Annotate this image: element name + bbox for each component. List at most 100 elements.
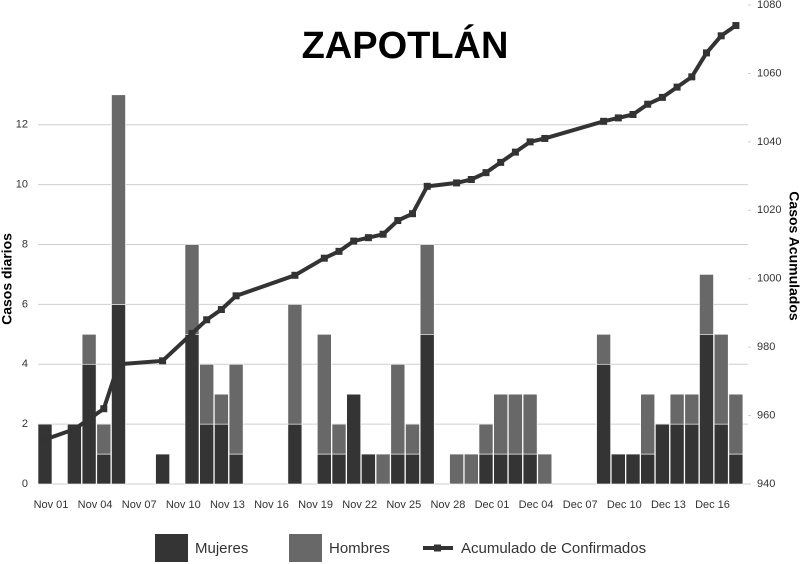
bar [493, 393, 509, 455]
legend-label: Acumulado de Confirmados [461, 540, 646, 557]
bar [669, 393, 685, 425]
line-marker [320, 254, 328, 262]
bar [155, 453, 170, 485]
bar [111, 94, 126, 305]
y-tick-label: 10 [16, 179, 28, 191]
y-tick-label: 12 [16, 119, 28, 131]
bar [375, 453, 391, 485]
bar [640, 453, 656, 485]
bar [228, 363, 244, 455]
bar [508, 393, 523, 455]
line-marker [364, 234, 372, 242]
bar [287, 304, 303, 425]
bar [361, 453, 376, 485]
line-marker [291, 271, 299, 279]
y2-tick-label: 960 [757, 409, 775, 421]
bar [331, 423, 347, 455]
legend-label: Hombres [329, 540, 390, 557]
bar [522, 453, 538, 485]
legend-swatch [289, 534, 322, 562]
line-marker [203, 316, 211, 324]
line-marker [188, 329, 196, 337]
x-tick-label: Nov 28 [430, 499, 465, 511]
x-tick-label: Nov 01 [34, 499, 69, 511]
line-marker [732, 22, 740, 30]
x-tick-label: Nov 19 [298, 499, 333, 511]
x-tick-label: Dec 04 [519, 499, 554, 511]
x-tick-label: Dec 01 [475, 499, 510, 511]
y-tick-label: 4 [22, 358, 28, 370]
line-marker [409, 210, 416, 218]
bar [67, 423, 82, 485]
bar [713, 334, 729, 425]
line-marker [658, 93, 666, 101]
bar [214, 423, 229, 485]
line-marker [644, 100, 652, 108]
bar [493, 453, 509, 485]
y-tick-label: 2 [22, 418, 28, 430]
y2-tick-label: 1000 [757, 273, 781, 285]
bar [699, 334, 714, 485]
line-marker [673, 83, 681, 91]
bar [522, 393, 538, 455]
bar [728, 453, 744, 485]
bar [449, 453, 464, 485]
x-tick-label: Dec 16 [695, 499, 730, 511]
bar [684, 423, 700, 485]
y2-tick-label: 980 [757, 341, 775, 353]
bar [390, 363, 406, 455]
bar [610, 453, 626, 485]
x-tick-label: Nov 16 [254, 499, 289, 511]
bar [37, 423, 53, 485]
y2-tick-label: 1060 [757, 67, 781, 79]
bar [478, 453, 494, 485]
bar [199, 423, 214, 485]
bar [478, 423, 494, 455]
y-tick-label: 0 [22, 478, 28, 490]
bar [287, 423, 303, 485]
bar [346, 393, 362, 485]
bar [508, 453, 523, 485]
line-marker [688, 73, 696, 81]
line-marker [526, 138, 534, 146]
line-marker [703, 49, 710, 57]
x-tick-label: Nov 10 [166, 499, 201, 511]
y2-axis-title: Casos Acumulados [786, 191, 800, 321]
y-tick-label: 8 [22, 238, 28, 250]
legend-swatch [434, 544, 441, 552]
x-tick-label: Dec 07 [563, 499, 598, 511]
bar [331, 453, 347, 485]
y-axis-title: Casos diarios [0, 233, 15, 325]
bar [199, 363, 214, 425]
bar [316, 334, 332, 455]
bar [699, 274, 714, 335]
line-marker [717, 32, 725, 40]
bar [419, 244, 435, 335]
bar [713, 423, 729, 485]
line-marker [85, 415, 93, 423]
legend-label: Mujeres [195, 540, 248, 557]
bar [228, 453, 244, 485]
y2-tick-label: 940 [757, 478, 775, 490]
line-marker [394, 217, 402, 225]
bar [316, 453, 332, 485]
line-marker [217, 306, 225, 314]
bar [184, 334, 200, 485]
bar [640, 393, 656, 455]
line-marker [159, 357, 167, 365]
bar [81, 334, 97, 365]
line-marker [232, 292, 240, 300]
line-marker [41, 436, 49, 444]
bar [669, 423, 685, 485]
chart-title: ZAPOTLÁN [302, 23, 509, 67]
bar [96, 423, 112, 455]
line-marker [629, 110, 637, 118]
line-marker [100, 405, 108, 413]
line-marker [614, 114, 622, 122]
line-marker [453, 179, 461, 187]
bar [537, 453, 553, 485]
line-marker [467, 175, 475, 183]
bar [111, 304, 126, 485]
y2-tick-label: 1080 [757, 0, 781, 11]
